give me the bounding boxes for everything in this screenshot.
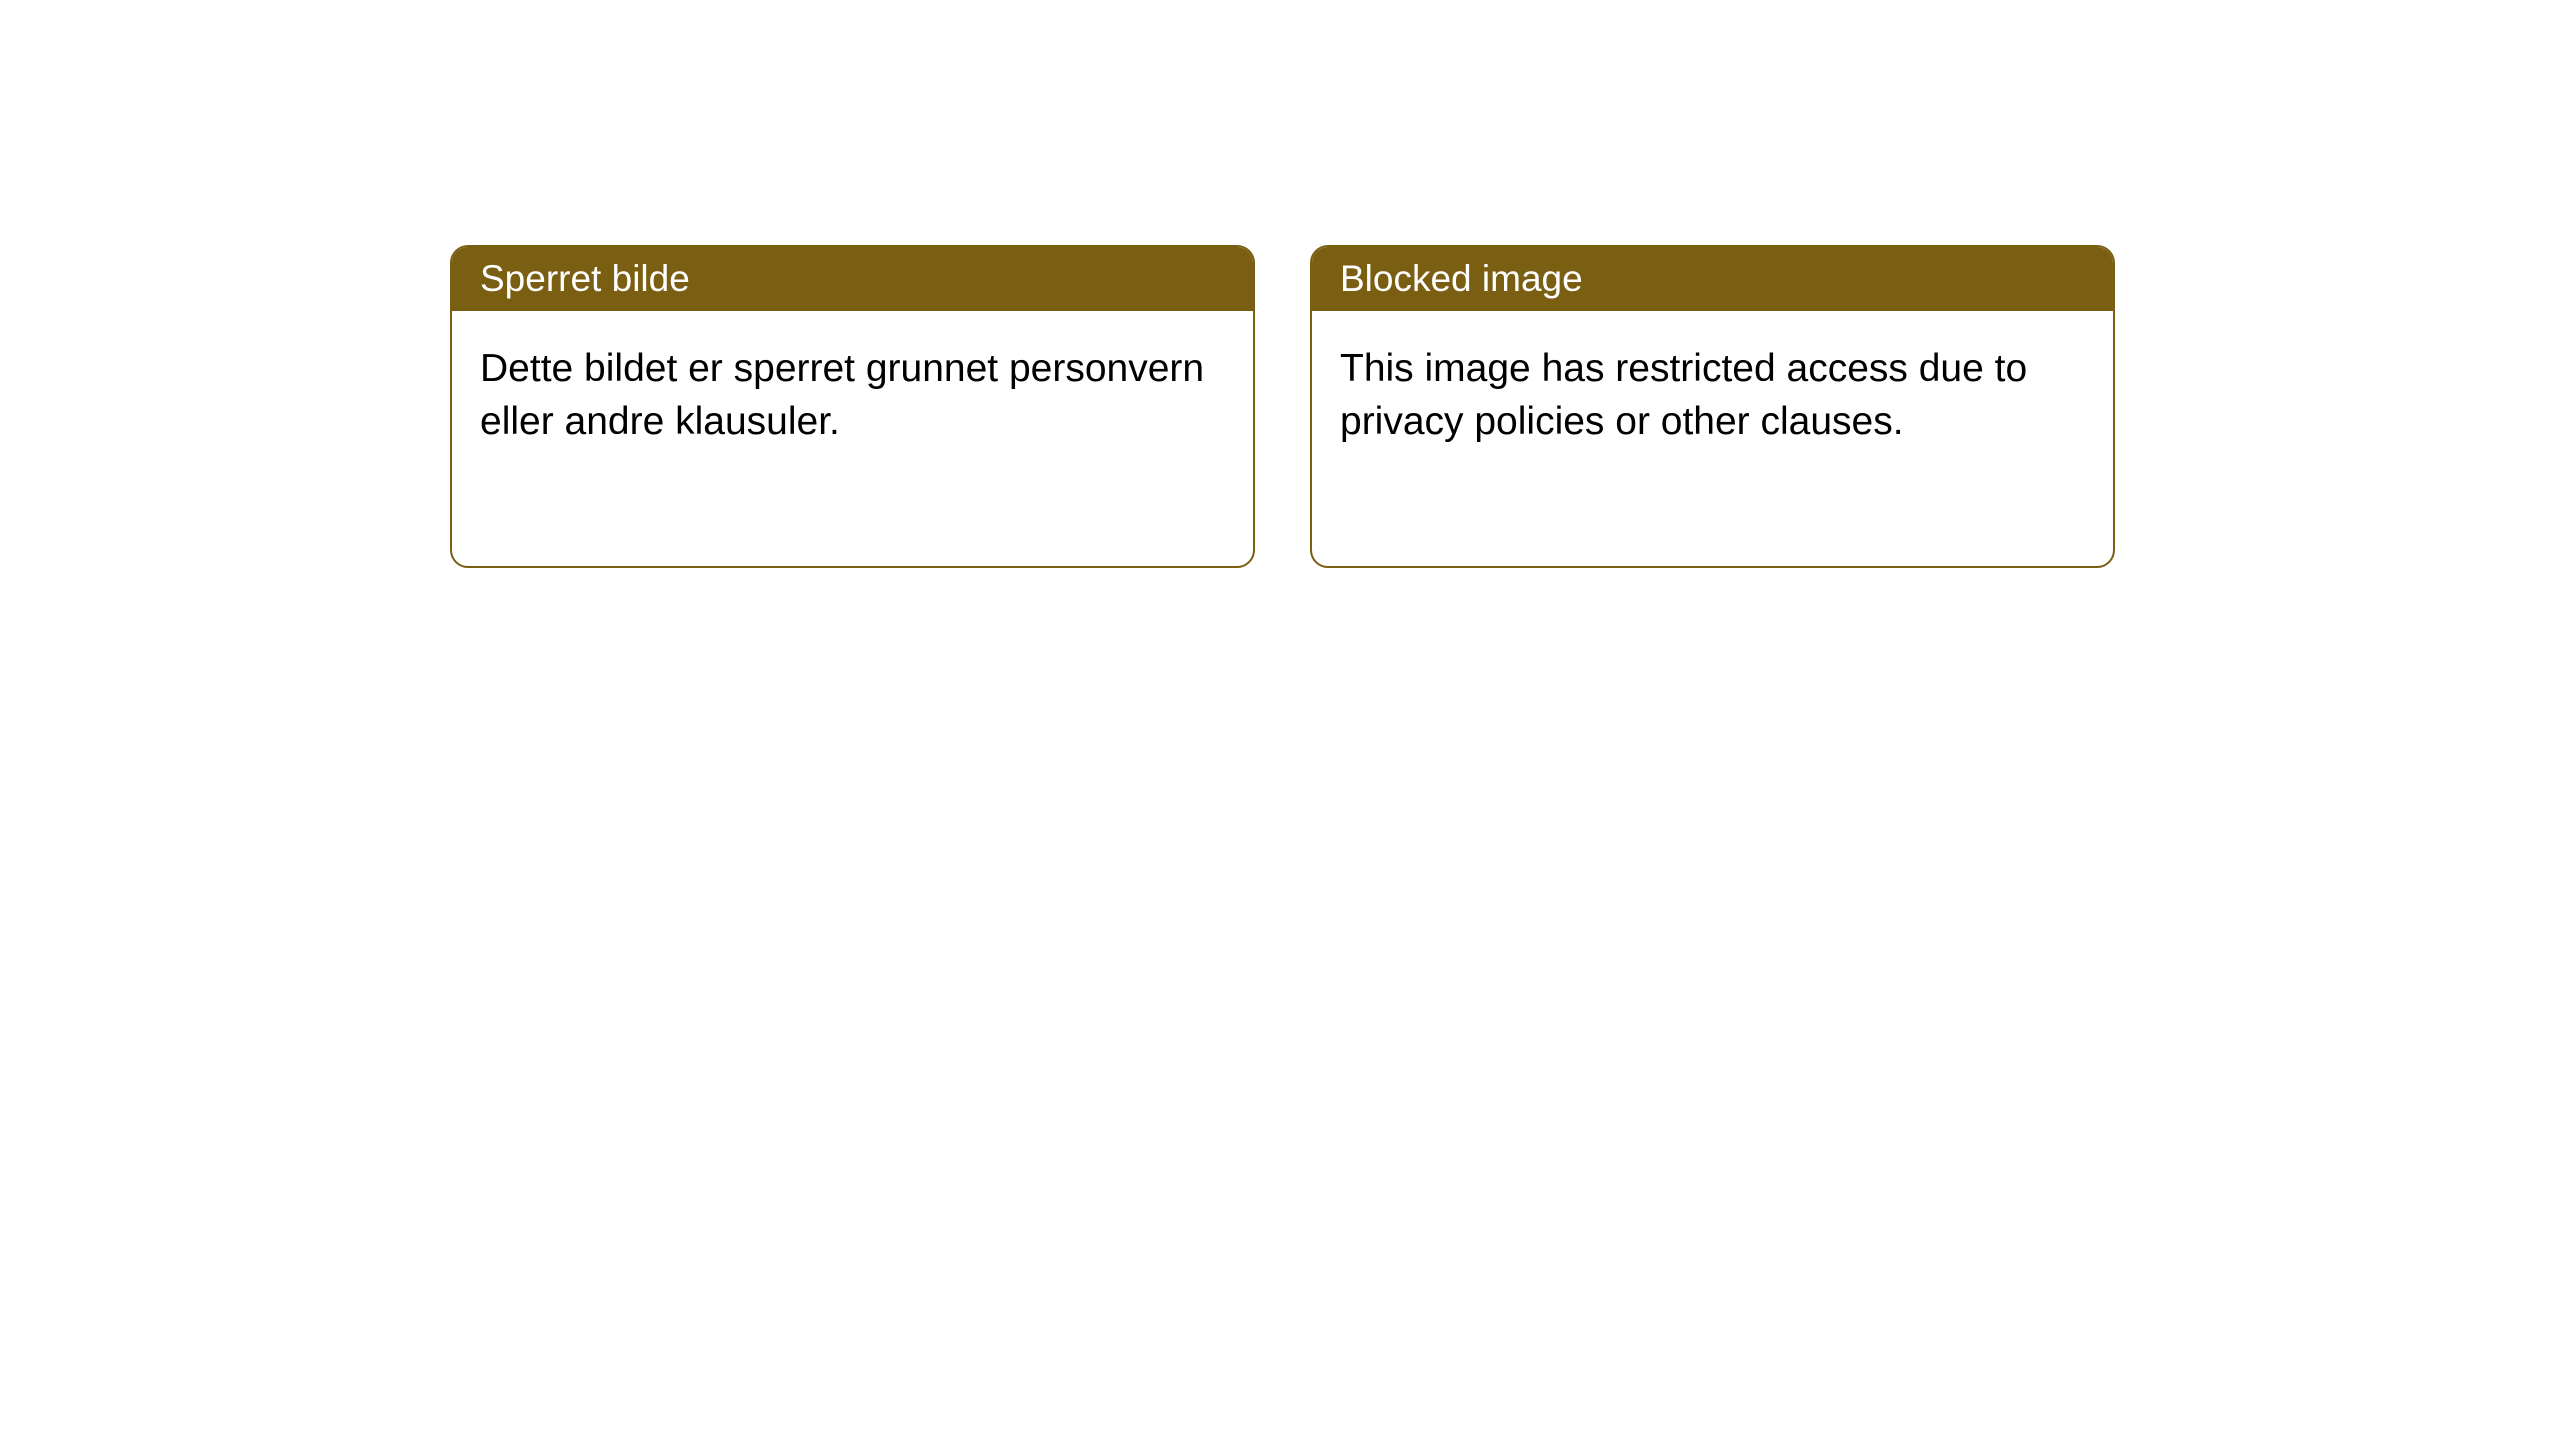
- notices-container: Sperret bilde Dette bildet er sperret gr…: [450, 245, 2115, 568]
- notice-header: Blocked image: [1312, 247, 2113, 311]
- notice-body: This image has restricted access due to …: [1312, 311, 2113, 566]
- notice-header: Sperret bilde: [452, 247, 1253, 311]
- notice-title: Sperret bilde: [480, 258, 690, 299]
- notice-body-text: This image has restricted access due to …: [1340, 347, 2027, 443]
- notice-body-text: Dette bildet er sperret grunnet personve…: [480, 347, 1204, 443]
- notice-body: Dette bildet er sperret grunnet personve…: [452, 311, 1253, 566]
- notice-title: Blocked image: [1340, 258, 1583, 299]
- notice-card-english: Blocked image This image has restricted …: [1310, 245, 2115, 568]
- notice-card-norwegian: Sperret bilde Dette bildet er sperret gr…: [450, 245, 1255, 568]
